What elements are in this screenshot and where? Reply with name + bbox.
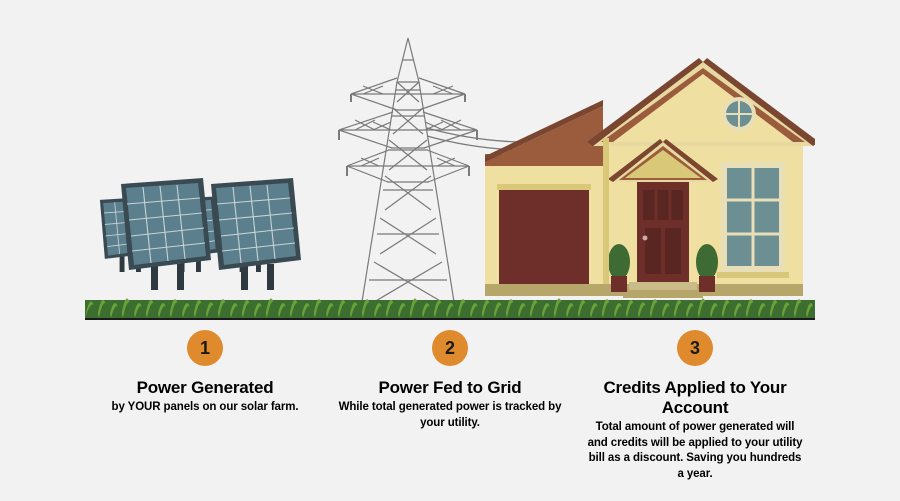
- grass-icon: [85, 286, 815, 318]
- step-desc: While total generated power is tracked b…: [335, 400, 565, 431]
- transmission-tower-icon: [333, 30, 483, 308]
- step-2: 2 Power Fed to Grid While total generate…: [325, 330, 575, 482]
- step-1: 1 Power Generated by YOUR panels on our …: [85, 330, 325, 482]
- step-badge: 2: [432, 330, 468, 366]
- house-icon: [485, 50, 815, 308]
- step-title: Credits Applied to Your Account: [585, 378, 805, 418]
- step-3: 3 Credits Applied to Your Account Total …: [575, 330, 815, 482]
- scene: [85, 30, 815, 320]
- step-title: Power Generated: [95, 378, 315, 398]
- step-badge: 3: [677, 330, 713, 366]
- solar-panels-icon: [85, 170, 345, 290]
- ground-line: [85, 318, 815, 320]
- step-desc: Total amount of power generated will and…: [585, 420, 805, 482]
- steps-row: 1 Power Generated by YOUR panels on our …: [85, 330, 815, 482]
- step-title: Power Fed to Grid: [335, 378, 565, 398]
- step-desc: by YOUR panels on our solar farm.: [95, 400, 315, 416]
- step-badge: 1: [187, 330, 223, 366]
